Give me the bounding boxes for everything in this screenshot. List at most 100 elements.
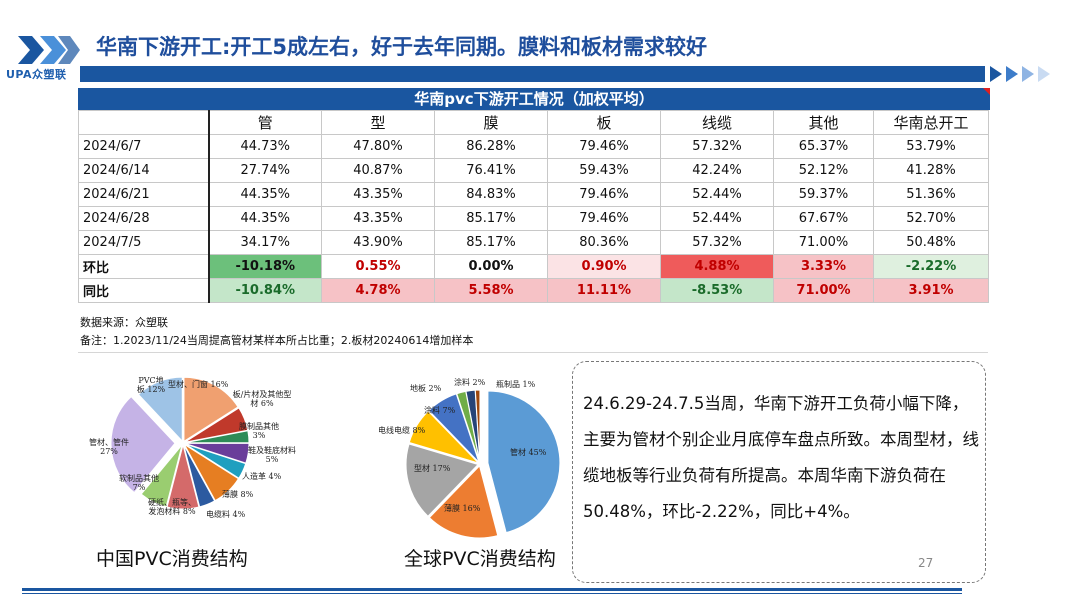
table-cell: 43.90% — [321, 230, 435, 255]
pie-label: 薄膜 16% — [444, 504, 481, 513]
row-label: 2024/6/14 — [78, 158, 209, 183]
table-cell: 51.36% — [873, 182, 989, 207]
page-title: 华南下游开工:开工5成左右，好于去年同期。膜料和板材需求较好 — [96, 35, 708, 59]
pie-slice — [183, 444, 240, 502]
global-pvc-pie — [405, 389, 560, 539]
pie-label: 薄膜 8% — [222, 490, 254, 499]
table-cell: 43.35% — [321, 182, 435, 207]
row-label: 2024/6/7 — [78, 134, 209, 159]
table-cell: 67.67% — [773, 206, 874, 231]
table-cell: 0.00% — [434, 254, 548, 279]
china-pvc-pie — [110, 376, 250, 510]
pie-slice — [184, 407, 249, 443]
table-cell: 27.74% — [207, 158, 322, 183]
header-cell-empty — [78, 110, 209, 135]
table-cell: 50.48% — [873, 230, 989, 255]
pie-label: 电缆料 4% — [206, 510, 246, 519]
pie-label: 涂料 7% — [424, 406, 456, 415]
table-cell: 52.12% — [773, 158, 874, 183]
pie-label: PVC地板 12% — [136, 376, 166, 394]
table-row: 2024/6/14 27.74% 40.87% 76.41% 59.43% 42… — [78, 158, 989, 183]
column-header: 板 — [547, 110, 661, 135]
table-cell: -8.53% — [660, 278, 774, 303]
pie-label: 硬纸、瓶等、发泡材料 8% — [148, 498, 196, 516]
pie-slice — [183, 376, 239, 443]
table-cell: 47.80% — [321, 134, 435, 159]
table-cell: 71.00% — [773, 278, 874, 303]
pie-label: 型材、门窗 16% — [168, 380, 229, 389]
table-cell: 3.91% — [873, 278, 989, 303]
pie-slice — [110, 395, 176, 494]
pie-label: 管材、管件 27% — [89, 438, 129, 456]
table-cell: 40.87% — [321, 158, 435, 183]
bottom-rule — [22, 588, 962, 591]
pie-label: 鞋及鞋底材料 5% — [248, 446, 296, 464]
pie-slice — [405, 443, 479, 517]
pie-label: 膜制品其他 3% — [239, 422, 279, 440]
pie-slice — [428, 393, 480, 463]
table-cell: 5.58% — [434, 278, 548, 303]
data-source: 数据来源：众塑联 — [80, 316, 168, 329]
table-cell: 34.17% — [207, 230, 322, 255]
pie-slice — [166, 444, 200, 510]
table-cell: 0.90% — [547, 254, 661, 279]
table-cell: -10.84% — [207, 278, 322, 303]
pie-label: 软制品其他 7% — [119, 474, 159, 492]
divider — [78, 352, 988, 353]
operating-rate-table: 管 型 膜 板 线缆 其他 华南总开工 2024/6/7 44.73% 47.8… — [78, 110, 989, 303]
pie-label: 型材 17% — [414, 464, 451, 473]
pie-slice — [184, 430, 250, 444]
table-cell: 52.44% — [660, 182, 774, 207]
bottom-rule-thin — [22, 593, 962, 594]
table-cell: -2.22% — [873, 254, 989, 279]
corner-mark — [983, 88, 990, 95]
table-row-yoy: 同比 -10.84% 4.78% 5.58% 11.11% -8.53% 71.… — [78, 278, 989, 303]
pie-label: 电线电缆 8% — [378, 426, 426, 435]
pie-slice — [487, 390, 560, 534]
pie-label: 板/片材及其他型材 6% — [232, 390, 292, 408]
row-label: 同比 — [78, 278, 209, 303]
summary-text: 24.6.29-24.7.5当周，华南下游开工负荷小幅下降，主要为管材个别企业月… — [583, 394, 979, 521]
table-cell: 44.35% — [207, 182, 322, 207]
table-title-text: 华南pvc下游开工情况（加权平均） — [414, 90, 654, 108]
chevron-right-icon — [1022, 66, 1034, 82]
row-label: 环比 — [78, 254, 209, 279]
pie-slice — [183, 444, 216, 508]
table-cell: 85.17% — [434, 206, 548, 231]
table-cell: 79.46% — [547, 182, 661, 207]
table-cell: 57.32% — [660, 134, 774, 159]
table-cell: 52.70% — [873, 206, 989, 231]
table-note: 备注：1.2023/11/24当周提高管材某样本所占比重；2.板材2024061… — [80, 334, 474, 347]
column-header: 线缆 — [660, 110, 774, 135]
pie-label: 管材 45% — [510, 448, 547, 457]
chevron-right-icon — [990, 66, 1002, 82]
table-header-row: 管 型 膜 板 线缆 其他 华南总开工 — [78, 110, 989, 135]
table-cell: -10.18% — [207, 254, 322, 279]
page-number: 27 — [918, 556, 934, 570]
chevron-right-icon — [1038, 66, 1050, 82]
table-cell: 59.37% — [773, 182, 874, 207]
table-cell: 4.78% — [321, 278, 435, 303]
table-cell: 79.46% — [547, 134, 661, 159]
pie-slice — [137, 376, 183, 443]
column-header: 其他 — [773, 110, 874, 135]
summary-box: 24.6.29-24.7.5当周，华南下游开工负荷小幅下降，主要为管材个别企业月… — [572, 361, 986, 583]
pie-slice — [140, 444, 183, 508]
table-cell: 44.73% — [207, 134, 322, 159]
table-cell: 11.11% — [547, 278, 661, 303]
top-rule — [80, 66, 985, 82]
table-cell: 76.41% — [434, 158, 548, 183]
global-pie-caption: 全球PVC消费结构 — [404, 548, 556, 570]
pie-slice — [408, 410, 480, 464]
table-cell: 44.35% — [207, 206, 322, 231]
pie-slice — [474, 389, 481, 463]
china-pie-caption: 中国PVC消费结构 — [96, 548, 248, 570]
table-cell: 0.55% — [321, 254, 435, 279]
table-row: 2024/6/28 44.35% 43.35% 85.17% 79.46% 52… — [78, 206, 989, 231]
table-cell: 86.28% — [434, 134, 548, 159]
table-cell: 43.35% — [321, 206, 435, 231]
upa-logo-icon — [18, 36, 80, 64]
table-cell: 53.79% — [873, 134, 989, 159]
column-header: 管 — [207, 110, 322, 135]
column-header: 膜 — [434, 110, 548, 135]
